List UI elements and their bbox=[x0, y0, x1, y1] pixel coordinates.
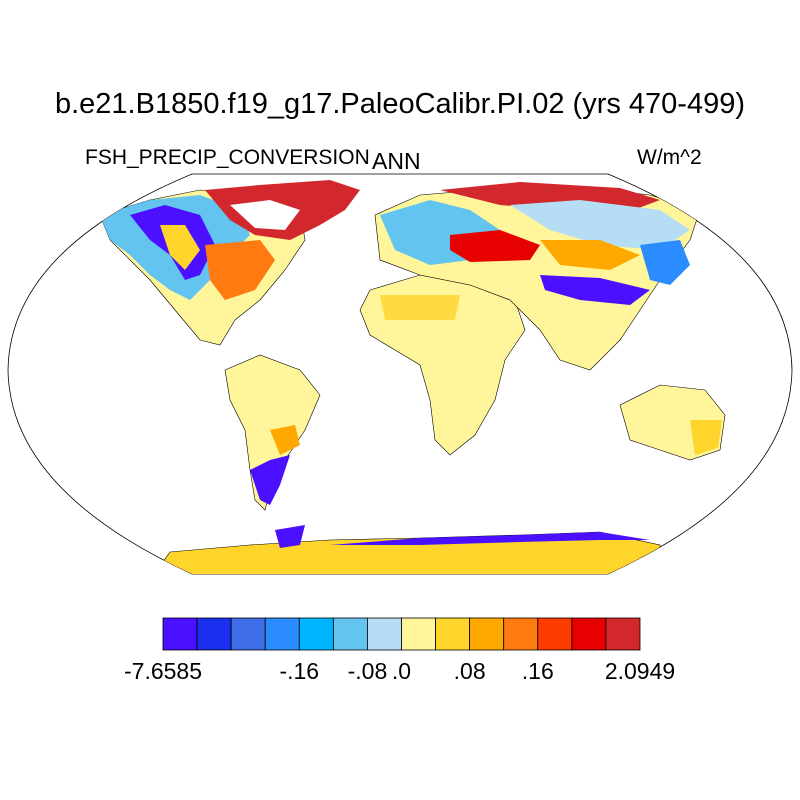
colorbar bbox=[162, 617, 641, 651]
colorbar-swatch bbox=[264, 617, 300, 651]
colorbar-swatch bbox=[503, 617, 539, 651]
colorbar-swatch bbox=[469, 617, 505, 651]
region-us-east bbox=[205, 240, 275, 300]
plot-title: b.e21.B1850.f19_g17.PaleoCalibr.PI.02 (y… bbox=[54, 88, 746, 120]
region-south-america-patches bbox=[270, 425, 300, 455]
region-east-asia bbox=[640, 240, 690, 285]
variable-name-label: FSH_PRECIP_CONVERSION bbox=[85, 146, 370, 169]
colorbar-swatch bbox=[162, 617, 198, 651]
region-asia-band bbox=[540, 275, 650, 305]
colorbar-swatch bbox=[298, 617, 334, 651]
colorbar-swatch bbox=[571, 617, 607, 651]
region-south-america-south bbox=[250, 455, 290, 505]
colorbar-tick-label: .08 bbox=[453, 658, 486, 684]
colorbar-tick-label: .16 bbox=[521, 658, 554, 684]
colorbar-swatch bbox=[332, 617, 368, 651]
colorbar-swatch bbox=[401, 617, 436, 651]
colorbar-swatch bbox=[537, 617, 573, 651]
map-fill-layer bbox=[99, 180, 726, 574]
colorbar-swatch bbox=[605, 617, 641, 651]
region-australia-east bbox=[690, 420, 722, 455]
region-sahara-patches bbox=[380, 295, 460, 320]
season-label: ANN bbox=[372, 148, 421, 174]
region-antarctic-peninsula bbox=[275, 525, 305, 548]
colorbar-tick-label: -.08 bbox=[347, 658, 388, 684]
colorbar-tick-label: .0 bbox=[391, 658, 412, 684]
colorbar-tick-label: -.16 bbox=[279, 658, 320, 684]
region-greenland-ice bbox=[230, 200, 300, 230]
region-siberia-mid bbox=[510, 200, 690, 250]
colorbar-swatch bbox=[367, 617, 402, 651]
colorbar-tick-label: 2.0949 bbox=[604, 658, 676, 684]
region-north-america-west bbox=[160, 225, 200, 270]
units-label: W/m^2 bbox=[637, 146, 702, 169]
colorbar-swatch bbox=[230, 617, 266, 651]
region-antarctic-coast bbox=[330, 532, 650, 545]
colorbar-tick-label: -7.6585 bbox=[123, 658, 203, 684]
region-asia-orange bbox=[540, 240, 640, 270]
colorbar-swatch bbox=[435, 617, 471, 651]
region-central-asia bbox=[450, 230, 540, 262]
colorbar-swatch bbox=[196, 617, 232, 651]
